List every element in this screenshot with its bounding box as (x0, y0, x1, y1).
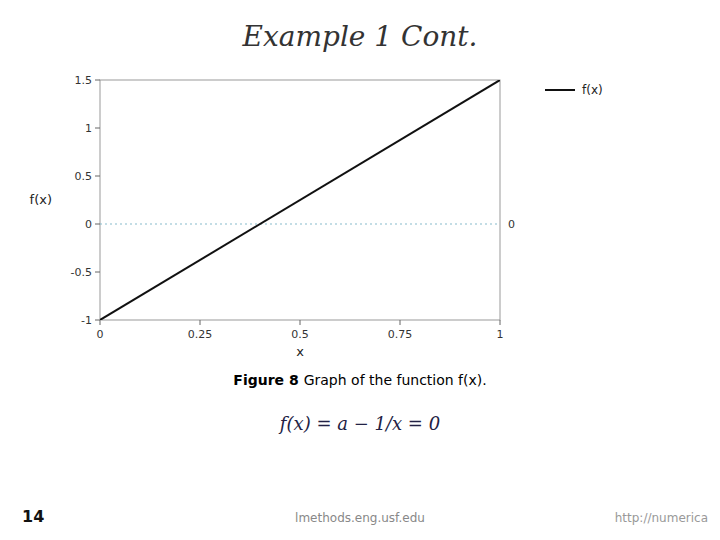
caption: Figure 8 Graph of the function f(x). (233, 372, 486, 388)
x-axis-label: x (296, 344, 304, 359)
x-tick-label: 0.75 (388, 328, 413, 341)
y-tick (95, 128, 100, 129)
title: Example 1 Cont. (241, 20, 477, 53)
y-tick-label: -0.5 (71, 266, 92, 279)
reference-line (100, 223, 500, 224)
x-tick (200, 320, 201, 325)
y-tick (95, 272, 100, 273)
line (100, 80, 500, 320)
y-tick (95, 224, 100, 225)
x-tick-label: 0.25 (188, 328, 213, 341)
x-tick (400, 320, 401, 325)
x-tick (500, 320, 501, 325)
y-axis-label: f(x) (30, 192, 52, 207)
y-tick-label: 0 (85, 218, 92, 231)
equation: f(x) = a − 1/x = 0 (278, 413, 440, 434)
x-tick-label: 0.5 (291, 328, 309, 341)
x-tick (100, 320, 101, 325)
reference-label: 0 (508, 218, 515, 231)
caption-bold: Figure 8 (233, 372, 298, 388)
legend-label: f(x) (582, 83, 603, 97)
plot-area (100, 80, 500, 320)
x-tick-label: 0 (97, 328, 104, 341)
y-tick-label: 1 (85, 122, 92, 135)
plot-frame (100, 80, 500, 320)
footer-center: lmethods.eng.usf.edu (295, 511, 425, 525)
x-tick (300, 320, 301, 325)
legend-swatch (545, 89, 575, 91)
footer-right: http://numerica (615, 511, 708, 525)
caption-text: Graph of the function f(x). (304, 372, 487, 388)
y-tick (95, 176, 100, 177)
y-tick-label: 0.5 (75, 170, 93, 183)
x-tick-label: 1 (497, 328, 504, 341)
y-tick-label: -1 (81, 314, 92, 327)
y-tick (95, 80, 100, 81)
y-tick (95, 320, 100, 321)
footer-left: 14 (22, 507, 44, 526)
y-tick-label: 1.5 (75, 74, 93, 87)
chart: Example 1 Cont. 0 0.25 0.5 0.75 1 -1 -0.5 0 0.5 1 1… (0, 0, 720, 540)
